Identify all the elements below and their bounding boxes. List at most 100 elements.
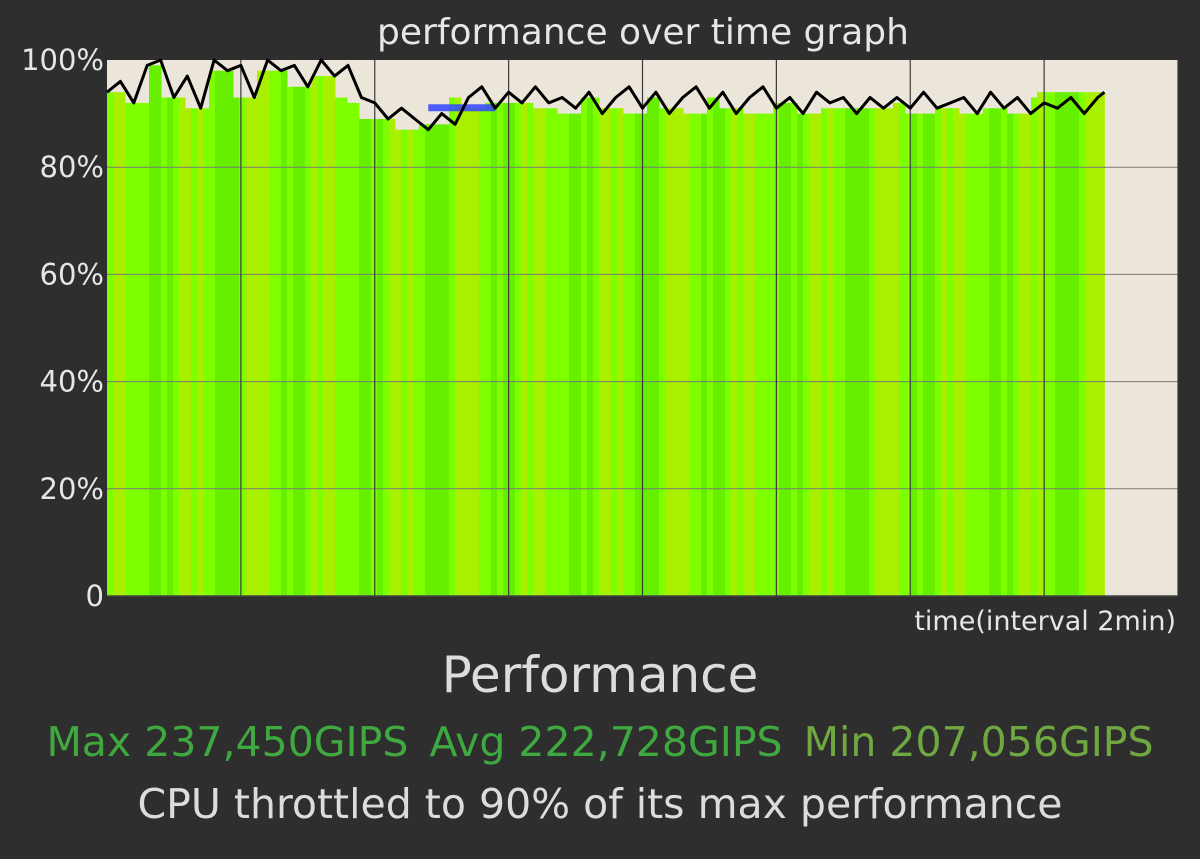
area-stripe [917, 113, 924, 596]
area-stripe [689, 113, 696, 596]
area-stripe [149, 65, 156, 597]
area-stripe [893, 102, 900, 596]
area-stripe [857, 108, 864, 597]
area-stripe [455, 97, 462, 597]
performance-line [106, 58, 1106, 132]
area-stripe [671, 108, 678, 597]
area-stripe [419, 124, 426, 596]
area-stripe [575, 113, 582, 596]
area-stripe [449, 97, 456, 597]
stat-max: Max 237,450GIPS [46, 718, 409, 766]
area-stripe [125, 102, 132, 596]
area-stripe [977, 113, 984, 596]
area-stripe [713, 97, 720, 597]
area-stripe [1007, 113, 1014, 596]
throttle-note: CPU throttled to 90% of its max performa… [137, 780, 1063, 828]
area-stripe [257, 70, 264, 597]
area-stripe [797, 113, 804, 596]
area-stripe [245, 97, 252, 597]
area-stripe [947, 108, 954, 597]
area-stripe [995, 108, 1002, 597]
area-stripe [479, 108, 486, 597]
area-stripe [551, 108, 558, 597]
area-stripe [875, 108, 882, 597]
area-stripe [851, 108, 858, 597]
area-stripe [311, 76, 318, 596]
area-stripe [353, 102, 360, 596]
area-stripe [701, 113, 708, 596]
y-tick-label: 80% [40, 150, 104, 184]
area-stripe [605, 108, 612, 597]
area-stripe [497, 102, 504, 596]
area-stripe [413, 129, 420, 596]
area-stripe [965, 113, 972, 596]
area-stripe [737, 108, 744, 597]
area-stripe [899, 102, 906, 596]
performance-heading: Performance [441, 646, 759, 704]
area-fill [107, 65, 1105, 597]
area-stripe [383, 118, 390, 597]
area-stripe [425, 124, 432, 596]
area-stripe [395, 129, 402, 596]
area-stripe [911, 113, 918, 596]
area-stripe [743, 113, 750, 596]
area-stripe [563, 113, 570, 596]
y-tick-label: 100% [21, 43, 104, 77]
area-stripe [983, 108, 990, 597]
area-stripe [215, 70, 222, 597]
area-stripe [929, 113, 936, 596]
area-stripe [641, 113, 648, 596]
area-stripe [617, 108, 624, 597]
area-stripe [263, 70, 270, 597]
area-stripe [869, 108, 876, 597]
area-stripe [287, 86, 294, 597]
area-stripe [545, 108, 552, 597]
area-stripe [491, 102, 498, 596]
area-stripe [581, 97, 588, 597]
area-stripe [461, 108, 468, 597]
area-stripe [329, 76, 336, 596]
area-stripe [293, 86, 300, 597]
area-stripe [227, 70, 234, 597]
area-stripe [467, 108, 474, 597]
area-stripe [1055, 92, 1062, 596]
area-stripe [677, 108, 684, 597]
area-stripe [281, 70, 288, 597]
area-stripe [1079, 92, 1086, 596]
area-stripe [611, 108, 618, 597]
area-stripe [1103, 92, 1105, 596]
grid-lines [107, 60, 1179, 597]
area-stripe [269, 70, 276, 597]
area-stripe [473, 108, 480, 597]
area-stripe [437, 124, 444, 596]
area-stripe [599, 108, 606, 597]
area-stripe [185, 108, 192, 597]
y-tick-label: 40% [40, 365, 104, 399]
area-stripe [905, 113, 912, 596]
stat-avg: Avg 222,728GIPS [429, 718, 783, 766]
area-stripe [665, 108, 672, 597]
y-tick-label: 20% [40, 472, 104, 506]
area-stripe [755, 113, 762, 596]
area-stripe [1097, 92, 1104, 596]
stats-line: Max 237,450GIPS Avg 222,728GIPS Min 207,… [0, 718, 1200, 766]
area-stripe [515, 102, 522, 596]
area-stripe [803, 113, 810, 596]
area-stripe [1067, 92, 1074, 596]
area-stripe [1013, 113, 1020, 596]
area-stripe [695, 113, 702, 596]
area-stripe [953, 108, 960, 597]
area-stripe [659, 108, 666, 597]
area-stripe [881, 108, 888, 597]
area-stripe [821, 108, 828, 597]
area-stripe [557, 113, 564, 596]
area-stripe [1031, 97, 1038, 597]
area-stripe [1061, 92, 1068, 596]
area-stripe [725, 108, 732, 597]
chart-title: performance over time graph [377, 12, 909, 53]
area-stripe [719, 108, 726, 597]
area-stripe [539, 108, 546, 597]
area-stripe [569, 113, 576, 596]
area-stripe [989, 108, 996, 597]
area-stripe [1091, 92, 1098, 596]
